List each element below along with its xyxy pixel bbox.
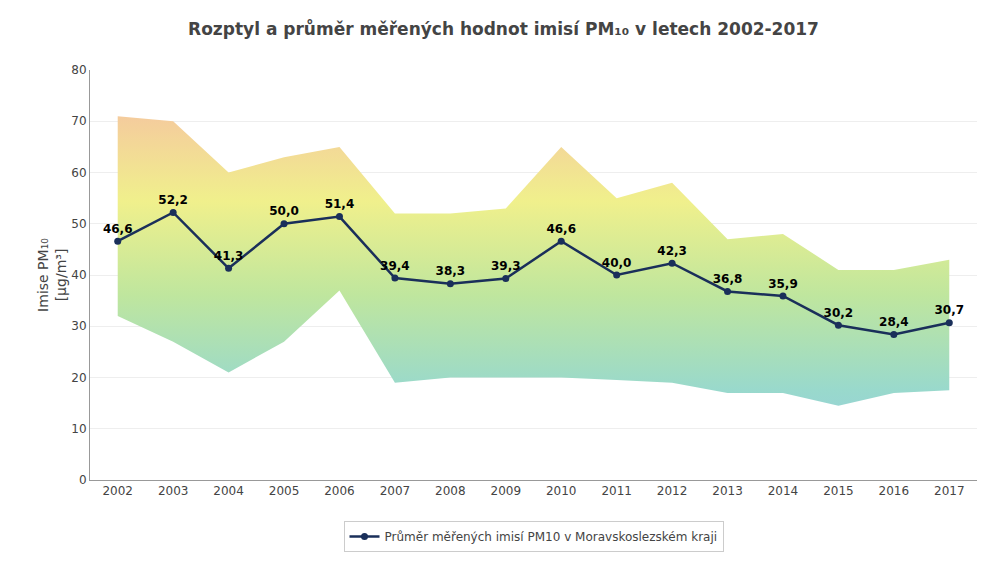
svg-text:20: 20 bbox=[71, 371, 86, 385]
svg-text:28,4: 28,4 bbox=[879, 315, 909, 329]
svg-text:38,3: 38,3 bbox=[436, 264, 466, 278]
svg-text:2012: 2012 bbox=[657, 484, 688, 498]
svg-text:2008: 2008 bbox=[435, 484, 466, 498]
svg-text:30,2: 30,2 bbox=[824, 306, 854, 320]
svg-text:52,2: 52,2 bbox=[158, 193, 188, 207]
svg-text:70: 70 bbox=[71, 114, 86, 128]
svg-text:2015: 2015 bbox=[823, 484, 854, 498]
svg-text:Imise PM₁₀[µg/m³]: Imise PM₁₀[µg/m³] bbox=[35, 238, 69, 312]
svg-text:50: 50 bbox=[71, 217, 86, 231]
svg-text:2017: 2017 bbox=[934, 484, 965, 498]
svg-text:40: 40 bbox=[71, 268, 86, 282]
svg-text:2009: 2009 bbox=[491, 484, 522, 498]
svg-text:46,6: 46,6 bbox=[546, 222, 576, 236]
svg-text:2016: 2016 bbox=[879, 484, 910, 498]
svg-text:Rozptyl a průměr měřených hodn: Rozptyl a průměr měřených hodnot imisí P… bbox=[188, 18, 819, 39]
svg-text:2007: 2007 bbox=[380, 484, 411, 498]
svg-text:2003: 2003 bbox=[158, 484, 189, 498]
svg-text:35,9: 35,9 bbox=[768, 277, 798, 291]
svg-text:51,4: 51,4 bbox=[325, 197, 355, 211]
svg-text:2011: 2011 bbox=[601, 484, 632, 498]
svg-text:39,4: 39,4 bbox=[380, 259, 410, 273]
svg-text:30: 30 bbox=[71, 319, 86, 333]
svg-text:50,0: 50,0 bbox=[269, 204, 299, 218]
svg-text:80: 80 bbox=[71, 63, 86, 77]
svg-text:36,8: 36,8 bbox=[713, 272, 743, 286]
svg-text:60: 60 bbox=[71, 166, 86, 180]
svg-text:2002: 2002 bbox=[102, 484, 133, 498]
svg-text:46,6: 46,6 bbox=[103, 222, 133, 236]
svg-text:40,0: 40,0 bbox=[602, 256, 632, 270]
svg-text:2004: 2004 bbox=[213, 484, 244, 498]
svg-text:2010: 2010 bbox=[546, 484, 577, 498]
svg-text:0: 0 bbox=[79, 473, 87, 487]
svg-text:2005: 2005 bbox=[269, 484, 300, 498]
svg-text:41,3: 41,3 bbox=[214, 249, 244, 263]
svg-text:2013: 2013 bbox=[712, 484, 743, 498]
svg-text:30,7: 30,7 bbox=[934, 303, 964, 317]
svg-text:10: 10 bbox=[71, 422, 86, 436]
svg-text:Průměr měřených imisí PM10 v M: Průměr měřených imisí PM10 v Moravskosle… bbox=[385, 530, 718, 544]
svg-text:42,3: 42,3 bbox=[657, 244, 687, 258]
svg-text:39,3: 39,3 bbox=[491, 259, 521, 273]
svg-text:2014: 2014 bbox=[768, 484, 799, 498]
svg-text:2006: 2006 bbox=[324, 484, 355, 498]
